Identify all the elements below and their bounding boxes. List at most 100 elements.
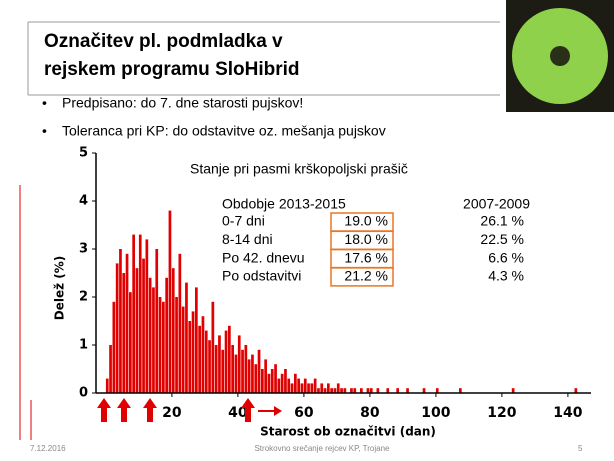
bar <box>165 278 168 393</box>
bar <box>172 268 175 393</box>
bar <box>212 302 215 393</box>
bar <box>294 374 297 393</box>
bar <box>146 239 149 393</box>
bar <box>116 263 119 393</box>
y-tick-label: 0 <box>79 386 88 401</box>
bar <box>297 379 300 393</box>
table-cell: 6.6 % <box>488 249 524 265</box>
bullet: Predpisano: do 7. dne starosti pujskov! <box>62 95 303 111</box>
bar <box>241 350 244 393</box>
bar <box>175 297 178 393</box>
x-tick-label: 20 <box>162 405 182 421</box>
table-cell: Po odstavitvi <box>222 268 301 284</box>
bullet-dot: • <box>42 123 47 139</box>
y-tick-label: 4 <box>79 194 88 209</box>
bar <box>235 355 238 393</box>
bar <box>281 374 284 393</box>
y-tick-label: 5 <box>79 146 88 161</box>
bar <box>205 331 208 393</box>
table-cell: 18.0 % <box>344 231 388 247</box>
bar <box>136 268 139 393</box>
table-cell: 19.0 % <box>344 213 388 229</box>
bar <box>301 383 304 393</box>
slide-title: rejskem programu SloHibrid <box>44 59 300 80</box>
bar <box>202 316 205 393</box>
bar <box>129 292 132 393</box>
bar <box>113 302 116 393</box>
bar <box>198 326 201 393</box>
bar <box>327 383 330 393</box>
x-tick-label: 80 <box>360 405 380 421</box>
bar <box>251 355 254 393</box>
bar <box>261 369 264 393</box>
table-cell: Po 42. dnevu <box>222 249 305 265</box>
bar <box>337 383 340 393</box>
bar <box>132 235 135 393</box>
slide-title: Označitev pl. podmladka v <box>44 31 283 52</box>
bar <box>245 345 248 393</box>
bar <box>258 350 261 393</box>
table-cell: 22.5 % <box>480 231 524 247</box>
bar <box>314 379 317 393</box>
table-header: Obdobje 2013-2015 <box>222 196 346 212</box>
bar <box>311 383 314 393</box>
ear-tag-hole <box>550 46 570 66</box>
bar <box>221 350 224 393</box>
bar <box>155 249 158 393</box>
bar <box>119 249 122 393</box>
bar <box>192 311 195 393</box>
bar <box>195 287 198 393</box>
bar <box>228 326 231 393</box>
bar <box>179 254 182 393</box>
bar <box>238 335 241 393</box>
table-header: 2007-2009 <box>463 196 530 212</box>
bar <box>231 345 234 393</box>
bar <box>162 302 165 393</box>
bar <box>278 379 281 393</box>
table-cell: 17.6 % <box>344 249 388 265</box>
bullet-dot: • <box>42 95 47 111</box>
bar <box>287 379 290 393</box>
y-tick-label: 1 <box>79 338 88 353</box>
bar <box>122 273 125 393</box>
table-cell: 21.2 % <box>344 268 388 284</box>
slide: Označitev pl. podmladka v rejskem progra… <box>0 0 614 461</box>
bar <box>225 331 228 393</box>
y-tick-label: 2 <box>79 290 88 305</box>
bar <box>304 379 307 393</box>
bar <box>159 297 162 393</box>
table-cell: 4.3 % <box>488 268 524 284</box>
bar <box>254 364 257 393</box>
footer-date: 7.12.2016 <box>30 444 66 453</box>
table-cell: 8-14 dni <box>222 231 273 247</box>
y-tick-label: 3 <box>79 242 88 257</box>
bar <box>284 369 287 393</box>
bar <box>169 211 172 393</box>
bar <box>208 340 211 393</box>
bar <box>106 379 109 393</box>
bar <box>142 259 145 393</box>
chart-title: Stanje pri pasmi krškopoljski prašič <box>190 161 408 177</box>
bullet: Toleranca pri KP: do odstavitve oz. meša… <box>62 123 386 139</box>
x-axis-label: Starost ob označitvi (dan) <box>260 425 436 439</box>
bar <box>264 359 267 393</box>
y-axis-label: Delež (%) <box>53 256 67 321</box>
bar <box>215 345 218 393</box>
x-tick-label: 60 <box>294 405 314 421</box>
bar <box>274 364 277 393</box>
x-tick-label: 120 <box>487 405 516 421</box>
bar <box>291 383 294 393</box>
bar <box>218 335 221 393</box>
bar <box>271 369 274 393</box>
bar <box>320 383 323 393</box>
table-cell: 26.1 % <box>480 213 524 229</box>
bar <box>185 283 188 393</box>
bar <box>182 307 185 393</box>
x-tick-label: 140 <box>553 405 582 421</box>
x-tick-label: 100 <box>421 405 450 421</box>
footer-event: Strokovno srečanje rejcev KP, Trojane <box>254 444 390 453</box>
bar <box>149 278 152 393</box>
table-cell: 0-7 dni <box>222 213 265 229</box>
bar <box>268 374 271 393</box>
bar <box>126 254 129 393</box>
